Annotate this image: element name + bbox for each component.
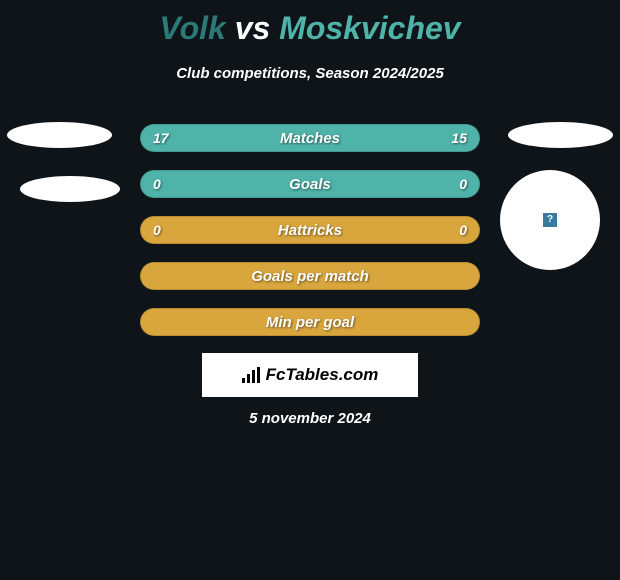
stat-value-left: 0	[153, 176, 161, 192]
decorative-ellipse-left-2	[20, 176, 120, 202]
decorative-ellipse-right-1	[508, 122, 613, 148]
stat-row: Goals per match	[140, 262, 480, 290]
decorative-circle-right: ?	[500, 170, 600, 270]
stat-row: 0Goals0	[140, 170, 480, 198]
player1-name: Volk	[159, 10, 225, 46]
stat-label: Min per goal	[141, 314, 479, 331]
stat-value-right: 0	[459, 176, 467, 192]
stat-value-left: 17	[153, 130, 169, 146]
decorative-ellipse-left-1	[7, 122, 112, 148]
date-text: 5 november 2024	[0, 410, 620, 427]
stat-row: 0Hattricks0	[140, 216, 480, 244]
stat-value-left: 0	[153, 222, 161, 238]
help-icon: ?	[543, 213, 557, 227]
stat-label: Hattricks	[141, 222, 479, 239]
stats-container: 17Matches150Goals00Hattricks0Goals per m…	[140, 124, 480, 354]
stat-row: 17Matches15	[140, 124, 480, 152]
brand-logo: FcTables.com	[202, 353, 418, 397]
subtitle: Club competitions, Season 2024/2025	[0, 65, 620, 82]
vs-text: vs	[235, 10, 271, 46]
brand-text: FcTables.com	[266, 365, 379, 385]
stat-value-right: 0	[459, 222, 467, 238]
stat-label: Goals	[141, 176, 479, 193]
page-title: Volk vs Moskvichev	[0, 0, 620, 47]
stat-label: Goals per match	[141, 268, 479, 285]
player2-name: Moskvichev	[279, 10, 460, 46]
stat-value-right: 15	[451, 130, 467, 146]
chart-icon	[242, 367, 262, 383]
stat-label: Matches	[141, 130, 479, 147]
stat-row: Min per goal	[140, 308, 480, 336]
